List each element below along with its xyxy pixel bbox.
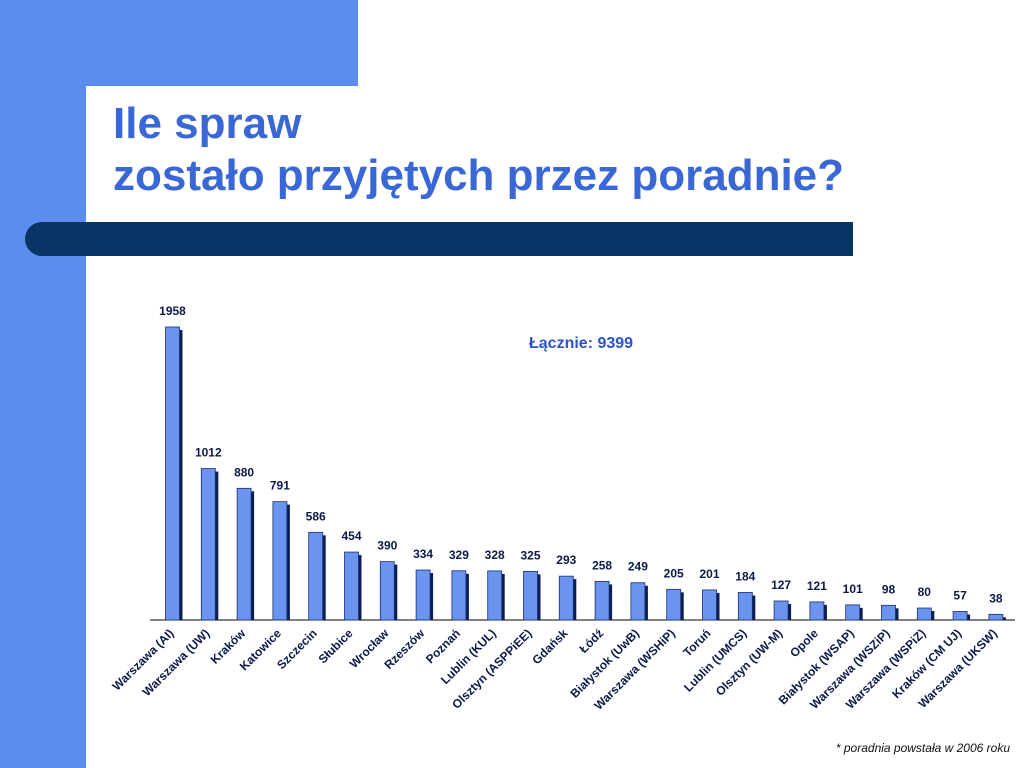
bar-value-label: 1958	[159, 304, 186, 318]
category-label: Warszawa (AI)	[110, 626, 177, 693]
bar	[558, 575, 574, 621]
bar-value-label: 328	[485, 548, 505, 562]
bar-value-label: 184	[735, 569, 755, 583]
slide-title: Ile spraw zostało przyjętych przez porad…	[113, 98, 844, 202]
bar-value-label: 38	[989, 591, 1003, 605]
bar-value-label: 98	[882, 582, 896, 596]
bar-value-label: 205	[664, 566, 684, 580]
top-accent-block	[0, 0, 358, 86]
bar-value-label: 791	[270, 479, 290, 493]
bar	[344, 551, 359, 621]
bar	[165, 326, 180, 621]
bar-value-label: 57	[953, 588, 967, 602]
bar-value-label: 586	[306, 509, 326, 523]
bar	[308, 531, 324, 621]
bar	[737, 592, 753, 621]
bar	[773, 600, 789, 621]
bar-value-label: 1012	[195, 446, 222, 460]
left-accent-stripe	[0, 0, 86, 768]
category-label: Warszawa (UW)	[140, 626, 213, 699]
slide-title-line2: zostało przyjętych przez poradnie?	[113, 151, 845, 200]
category-label: Lublin (UMCS)	[681, 626, 749, 694]
bar	[916, 607, 932, 621]
category-label: Łódź	[577, 626, 607, 656]
bar-value-label: 80	[918, 585, 932, 599]
content-panel	[86, 86, 1024, 768]
bar	[702, 589, 717, 621]
bar	[451, 570, 467, 621]
footnote: * poradnia powstała w 2006 roku	[835, 741, 1010, 755]
category-label: Toruń	[680, 626, 713, 659]
bar-value-label: 127	[771, 578, 791, 592]
bar	[881, 604, 896, 621]
bar-value-label: 880	[234, 465, 254, 479]
category-label: Olsztyn (UW-M)	[713, 626, 785, 698]
bar	[809, 601, 825, 621]
bar	[272, 501, 288, 621]
total-label: Łącznie: 9399	[529, 335, 634, 352]
bar	[594, 580, 610, 621]
bar-value-label: 325	[520, 548, 540, 562]
bar	[952, 611, 968, 621]
bar	[379, 561, 395, 621]
bar	[988, 613, 1004, 621]
bar	[666, 588, 682, 621]
bar-value-label: 329	[449, 548, 469, 562]
bar	[236, 487, 252, 621]
bar-value-label: 249	[628, 560, 648, 574]
bar-value-label: 101	[843, 582, 863, 596]
bar-value-label: 121	[807, 579, 827, 593]
category-label: Opole	[787, 626, 821, 660]
bar-value-label: 454	[341, 529, 361, 543]
bar-value-label: 293	[556, 553, 576, 567]
category-label: Gdańsk	[529, 626, 570, 667]
bar-value-label: 334	[413, 547, 433, 561]
category-label: Rzeszów	[381, 626, 427, 672]
bar	[523, 570, 538, 621]
bar	[630, 582, 646, 621]
bar	[415, 569, 431, 621]
title-divider-bar	[25, 222, 853, 256]
bar	[200, 468, 216, 621]
bar	[845, 604, 861, 621]
bar-value-label: 258	[592, 558, 612, 572]
bar-value-label: 201	[699, 567, 719, 581]
bar-value-label: 390	[377, 539, 397, 553]
bar	[487, 570, 503, 621]
slide-title-line1: Ile spraw	[113, 99, 302, 148]
